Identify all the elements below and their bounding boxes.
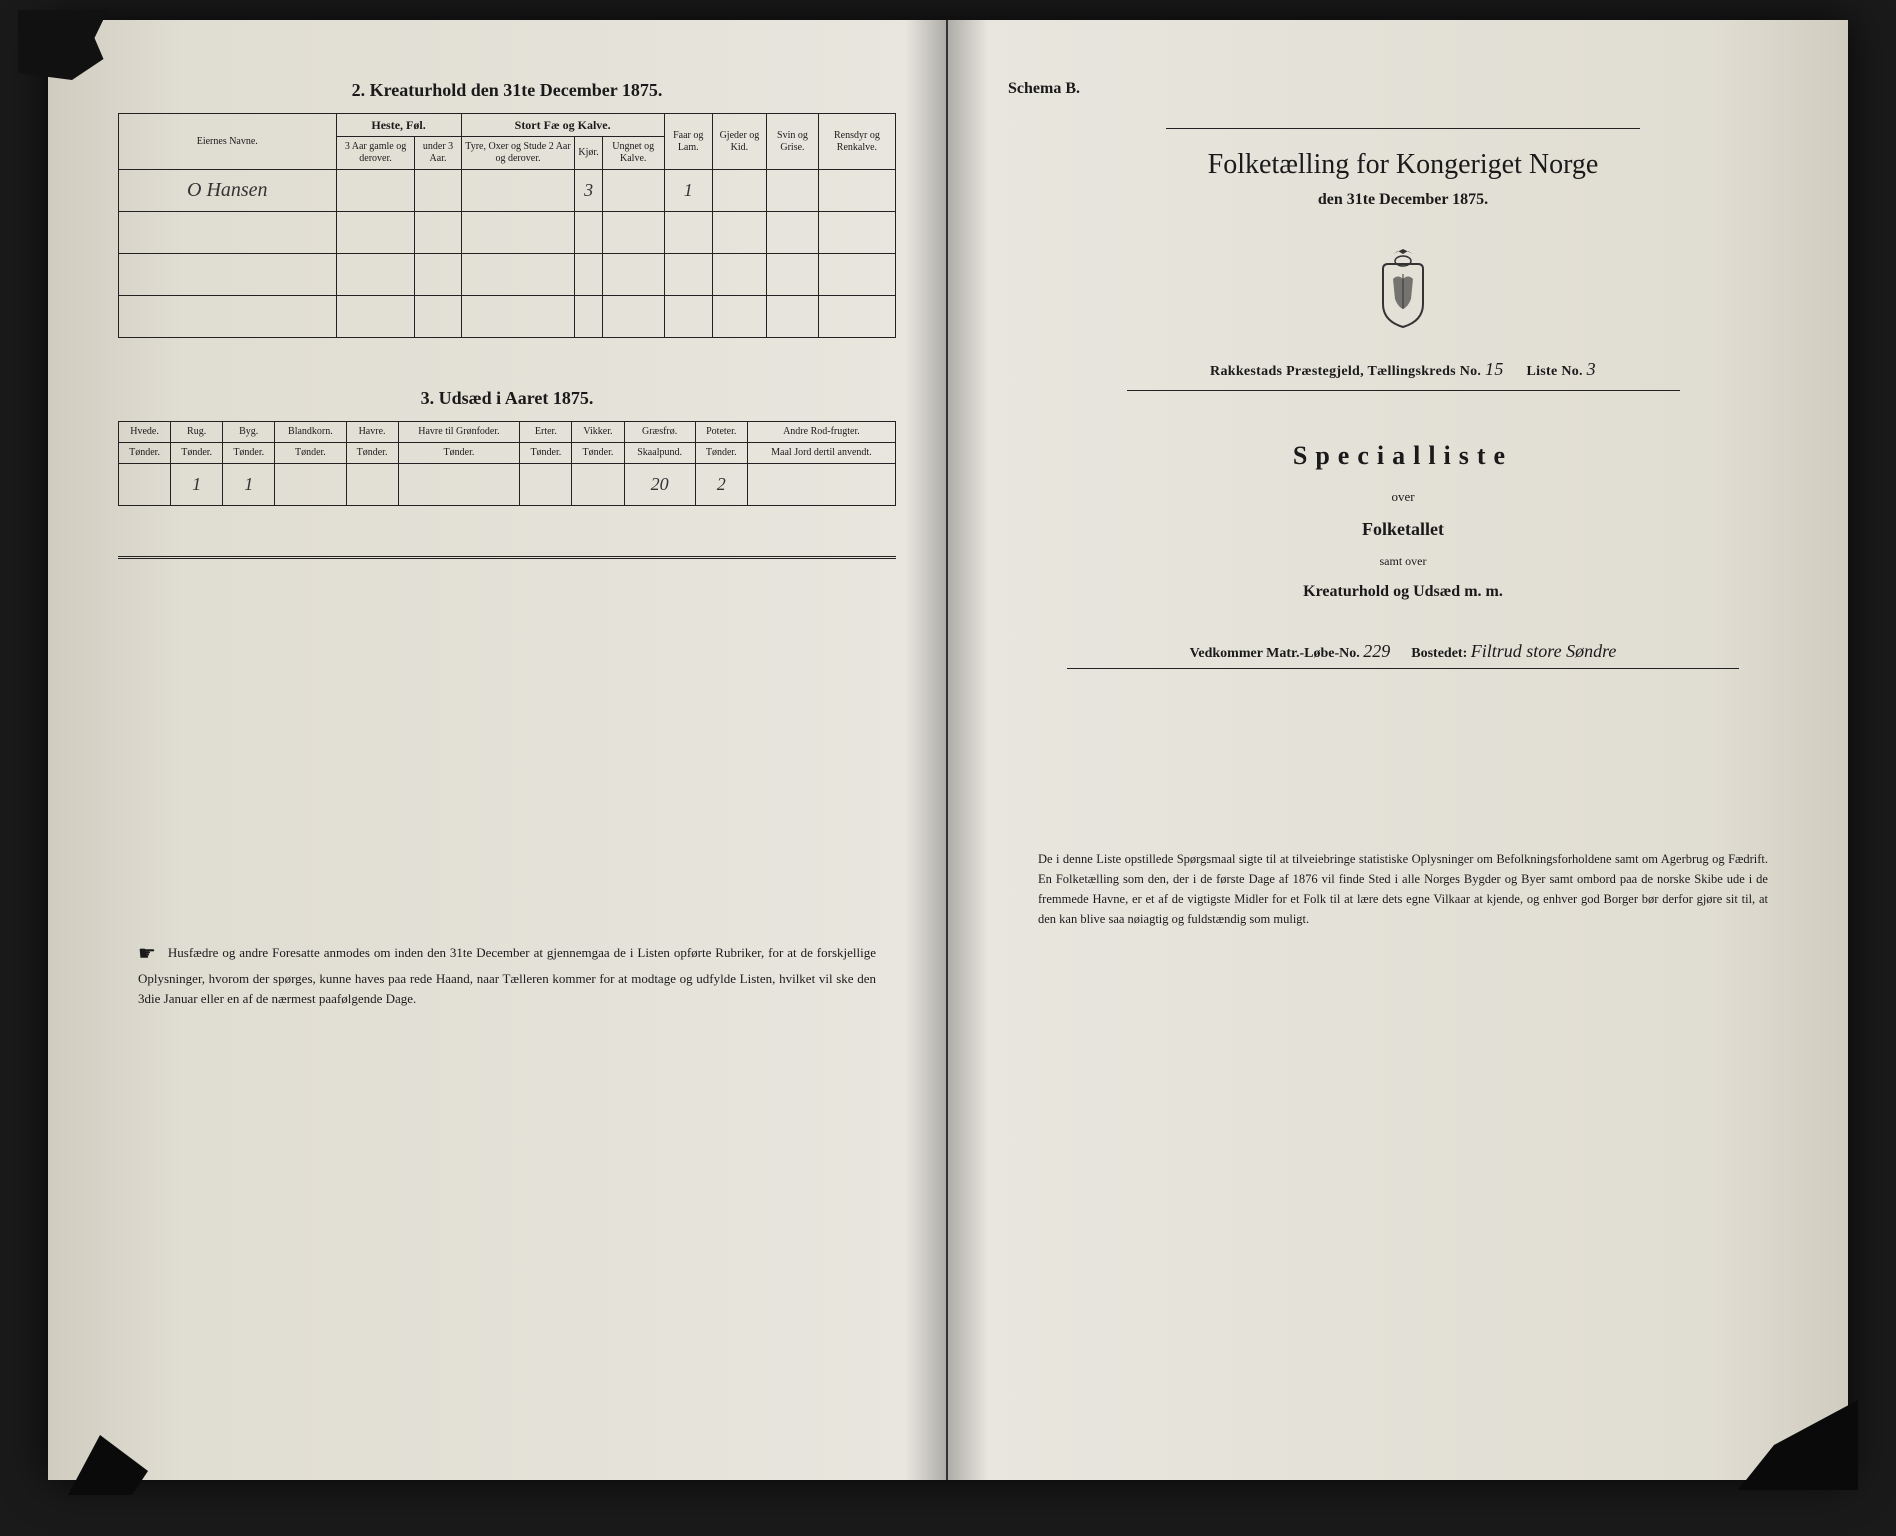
footnote-text: Husfædre og andre Foresatte anmodes om i… [138,945,876,1006]
table-row [119,296,896,338]
divider [1127,390,1680,391]
grp-stort: Stort Fæ og Kalve. [461,114,664,137]
torn-corner [18,10,108,80]
bosted-label: Bostedet: [1411,646,1467,661]
district-no: 15 [1485,359,1504,379]
sub-heste2: under 3 Aar. [415,137,461,170]
matr-no: 229 [1363,641,1390,661]
col-rensdyr: Rensdyr og Renkalve. [818,114,895,170]
unit: Tønder. [275,443,346,464]
sub-stort2: Kjør. [575,137,602,170]
sub-stort1: Tyre, Oxer og Stude 2 Aar og derover. [461,137,575,170]
bosted-val: Filtrud store Søndre [1471,641,1617,661]
c10: Poteter. [695,422,747,443]
schema-label: Schema B. [1008,80,1798,98]
district-line: Rakkestads Præstegjeld, Tællingskreds No… [1008,359,1798,380]
c11: Andre Rod-frugter. [747,422,895,443]
binding-shadow [948,20,988,1480]
liste-label: Liste No. [1526,364,1582,379]
cell-poteter: 2 [695,464,747,506]
liste-no: 3 [1587,359,1596,379]
pointing-hand-icon: ☛ [138,939,156,969]
table-kreaturhold: Eiernes Navne. Heste, Føl. Stort Fæ og K… [118,113,896,338]
col-faar: Faar og Lam. [664,114,712,170]
c8: Vikker. [572,422,624,443]
cell [461,170,575,212]
cell [398,464,520,506]
cell [712,170,766,212]
col-gjeder: Gjeder og Kid. [712,114,766,170]
unit-maal: Maal Jord dertil anvendt. [747,443,895,464]
cell [818,170,895,212]
right-footnote: De i denne Liste opstillede Spørgsmaal s… [1008,849,1798,929]
vedkommer-line: Vedkommer Matr.-Løbe-No. 229 Bostedet: F… [1008,641,1798,662]
left-page: 2. Kreaturhold den 31te December 1875. E… [48,20,948,1480]
c9: Græsfrø. [624,422,695,443]
main-title: Folketælling for Kongeriget Norge [1008,149,1798,181]
section2-title: 2. Kreaturhold den 31te December 1875. [118,80,896,101]
unit: Tønder. [572,443,624,464]
kreatur-label: Kreaturhold og Udsæd m. m. [1008,583,1798,601]
bottom-tear [68,1435,148,1495]
cell-faar: 1 [664,170,712,212]
right-page: Schema B. Folketælling for Kongeriget No… [948,20,1848,1480]
cell-rug: 1 [171,464,223,506]
c1: Hvede. [119,422,171,443]
table-udsaed: Hvede. Rug. Byg. Blandkorn. Havre. Havre… [118,421,896,506]
cell [767,170,819,212]
unit: Tønder. [171,443,223,464]
divider [1067,668,1739,669]
c7: Erter. [520,422,572,443]
sub-stort3: Ungnet og Kalve. [602,137,664,170]
cell [415,170,461,212]
col-svin: Svin og Grise. [767,114,819,170]
divider [1166,128,1640,129]
unit: Tønder. [346,443,398,464]
corner-tear [1738,1400,1858,1490]
left-footnote: ☛ Husfædre og andre Foresatte anmodes om… [118,939,896,1008]
cell [346,464,398,506]
cell [602,170,664,212]
section3-title: 3. Udsæd i Aaret 1875. [118,388,896,409]
cell-name: O Hansen [119,170,337,212]
binding-shadow [906,20,946,1480]
unit-skp: Skaalpund. [624,443,695,464]
table-row: O Hansen 3 1 [119,170,896,212]
unit: Tønder. [520,443,572,464]
c6: Havre til Grønfoder. [398,422,520,443]
cell [520,464,572,506]
col-eierne: Eiernes Navne. [119,114,337,170]
cell-byg: 1 [223,464,275,506]
unit: Tønder. [119,443,171,464]
cell-graes: 20 [624,464,695,506]
table-row [119,212,896,254]
c5: Havre. [346,422,398,443]
unit: Tønder. [695,443,747,464]
cell [275,464,346,506]
c2: Rug. [171,422,223,443]
divider [118,556,896,559]
table-row [119,254,896,296]
unit: Tønder. [398,443,520,464]
book-spread: 2. Kreaturhold den 31te December 1875. E… [48,20,1848,1480]
district-prefix: Rakkestads Præstegjeld, Tællingskreds No… [1210,364,1481,379]
cell-kjor: 3 [575,170,602,212]
table-row: 1 1 20 2 [119,464,896,506]
sub-date: den 31te December 1875. [1008,191,1798,209]
cell [336,170,415,212]
cell [119,464,171,506]
cell [572,464,624,506]
c3: Byg. [223,422,275,443]
grp-heste: Heste, Føl. [336,114,461,137]
vedkommer-label: Vedkommer Matr.-Løbe-No. [1190,646,1360,661]
unit: Tønder. [223,443,275,464]
c4: Blandkorn. [275,422,346,443]
specialliste-title: Specialliste [1008,441,1798,471]
over-label: over [1008,489,1798,505]
folketallet-label: Folketallet [1008,519,1798,540]
cell [747,464,895,506]
samt-label: samt over [1008,554,1798,569]
coat-of-arms-icon [1373,249,1433,329]
sub-heste1: 3 Aar gamle og derover. [336,137,415,170]
